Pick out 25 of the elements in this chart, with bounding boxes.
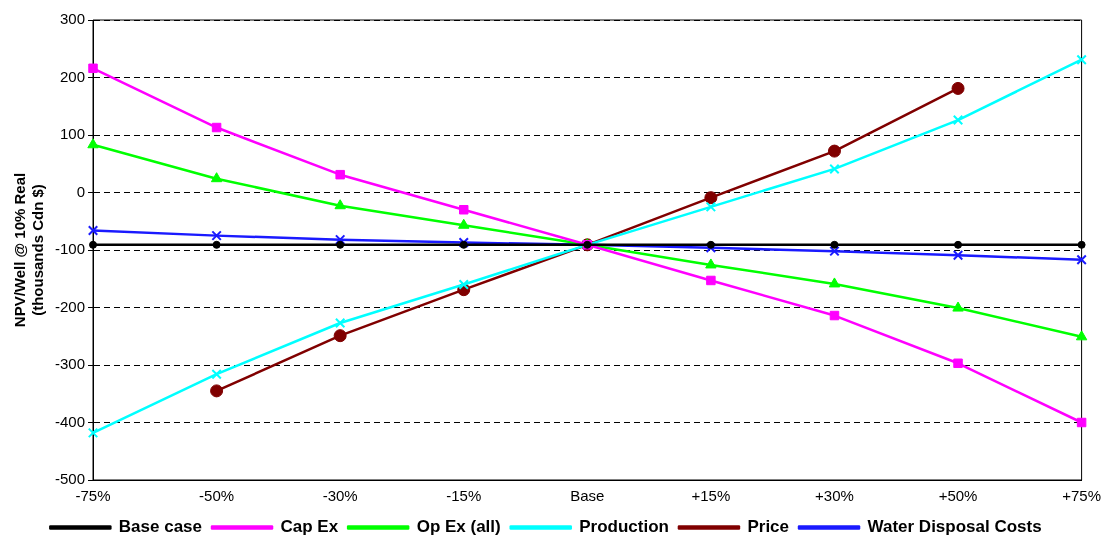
y-tick-label: 100: [59, 125, 86, 143]
y-tick-label: -200: [54, 297, 86, 315]
x-tick-label: -30%: [322, 487, 358, 505]
y-tick-label: -100: [54, 240, 86, 258]
x-tick-label: -50%: [199, 487, 235, 505]
y-tick-label: -500: [54, 470, 86, 488]
x-tick-label: +30%: [815, 487, 854, 505]
y-tick-label: 0: [76, 182, 86, 200]
y-tick-label: -400: [54, 412, 86, 430]
x-tick-label: +15%: [691, 487, 731, 505]
legend-label: Production: [579, 517, 669, 537]
y-tick-label: 300: [59, 10, 86, 28]
x-tick-label: -75%: [75, 487, 111, 505]
x-tick-label: +50%: [938, 487, 978, 505]
x-tick-label: +75%: [1062, 487, 1102, 505]
x-tick-label: Base: [570, 487, 605, 505]
legend-label: Price: [747, 517, 790, 537]
y-axis-title: NPV/Well @ 10% Real (thousands Cdn $): [11, 172, 47, 328]
legend-label: Water Disposal Costs: [867, 517, 1042, 537]
y-tick-label: -300: [54, 355, 86, 373]
y-tick-label: 200: [59, 67, 86, 85]
legend-label: Cap Ex: [280, 517, 339, 537]
legend-label: Op Ex (all): [416, 517, 501, 537]
x-tick-label: -15%: [446, 487, 482, 505]
legend-label: Base case: [118, 517, 203, 537]
